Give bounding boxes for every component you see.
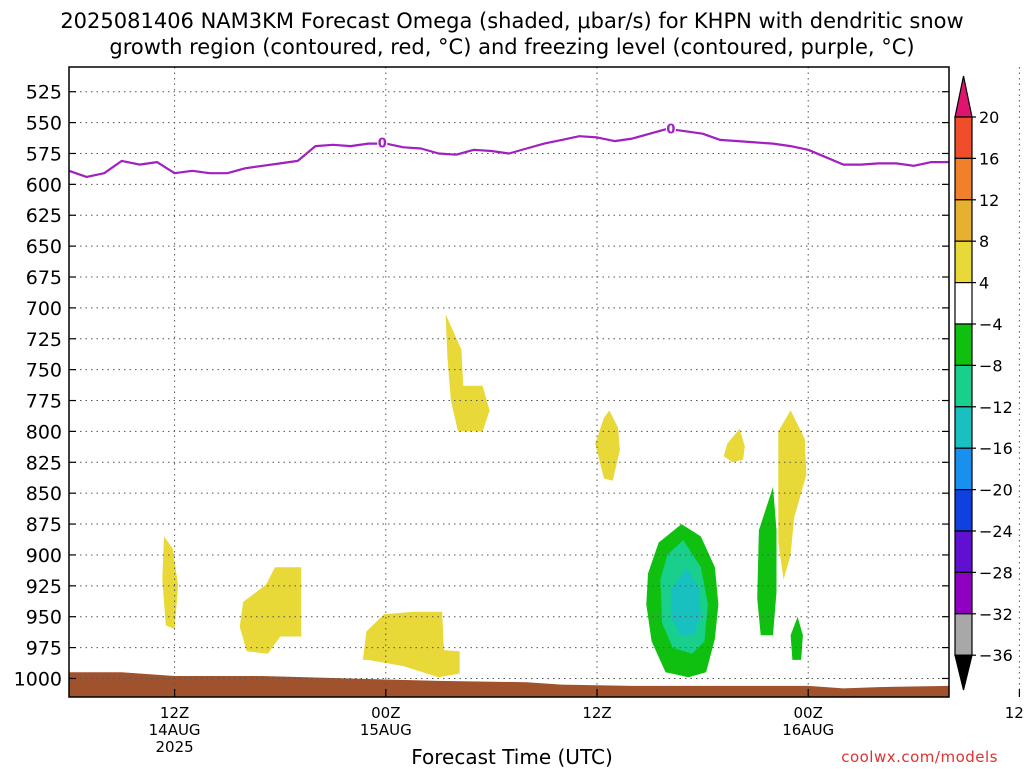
colorbar-label: −20 xyxy=(979,481,1013,500)
colorbar-label: 4 xyxy=(979,274,989,293)
y-tick-label: 675 xyxy=(26,267,62,289)
colorbar-label: −8 xyxy=(979,356,1003,375)
x-tick-label: 00Z xyxy=(794,704,823,722)
chart-title-line-2: growth region (contoured, red, °C) and f… xyxy=(109,35,915,59)
colorbar-bin xyxy=(954,489,973,532)
colorbar-label: −16 xyxy=(979,439,1013,458)
x-tick-label: 16AUG xyxy=(782,721,834,739)
y-tick-label: 625 xyxy=(26,205,62,227)
omega-region xyxy=(723,428,745,463)
plot-frame xyxy=(68,66,950,698)
x-tick-label: 2025 xyxy=(156,738,194,756)
x-axis-title: Forecast Time (UTC) xyxy=(411,745,613,769)
y-tick-label: 850 xyxy=(26,483,62,505)
y-tick-label: 975 xyxy=(26,638,62,660)
y-tick-label: 925 xyxy=(26,576,62,598)
colorbar-bin xyxy=(954,157,973,201)
colorbar-bin xyxy=(954,530,973,574)
colorbar-top-triangle xyxy=(954,75,973,118)
x-axis: 12Z14AUG202500Z15AUG12Z00Z16AUG12Z xyxy=(149,689,1024,756)
colorbar-label: −24 xyxy=(979,522,1013,541)
x-tick-label: 12Z xyxy=(160,704,189,722)
colorbar-label: −32 xyxy=(979,605,1013,624)
x-tick-label: 14AUG xyxy=(149,721,201,739)
colorbar-bottom-triangle xyxy=(954,654,973,691)
colorbar-bin xyxy=(954,199,973,242)
omega-region xyxy=(239,567,302,654)
colorbar-label: −28 xyxy=(979,563,1013,582)
y-tick-label: 800 xyxy=(26,421,62,443)
colorbar-bin xyxy=(954,282,973,325)
colorbar-bin xyxy=(954,613,973,656)
y-tick-label: 750 xyxy=(26,360,62,382)
y-tick-label: 700 xyxy=(26,298,62,320)
site-credit: coolwx.com/models xyxy=(841,748,998,766)
freezing-label-bg xyxy=(665,121,676,136)
x-tick-label: 12Z xyxy=(1005,704,1024,722)
y-tick-label: 725 xyxy=(26,329,62,351)
y-tick-label: 950 xyxy=(26,607,62,629)
freezing-level-label: 0 xyxy=(666,122,675,137)
y-tick-label: 875 xyxy=(26,514,62,536)
y-tick-label: 600 xyxy=(26,174,62,196)
omega-region xyxy=(162,536,179,630)
colorbar: 20 16 12 8 4 −4 −8 −12 −16 −20 −24 −28 −32 −36 xyxy=(954,75,1013,691)
omega-region xyxy=(790,616,803,660)
x-tick-label: 15AUG xyxy=(360,721,412,739)
x-tick-label: 00Z xyxy=(371,704,400,722)
chart-title-line-1: 2025081406 NAM3KM Forecast Omega (shaded… xyxy=(60,9,964,33)
colorbar-label: −12 xyxy=(979,398,1013,417)
colorbar-bin xyxy=(954,116,973,160)
y-tick-label: 525 xyxy=(26,82,62,104)
freezing-level-label: 0 xyxy=(378,137,387,152)
colorbar-label: 16 xyxy=(979,149,999,168)
y-tick-label: 900 xyxy=(26,545,62,567)
y-tick-label: 1000 xyxy=(14,668,62,690)
y-tick-label: 550 xyxy=(26,113,62,135)
y-tick-label: 575 xyxy=(26,143,62,165)
omega-region xyxy=(595,410,620,481)
colorbar-bin xyxy=(954,240,973,284)
freezing-level-layer: 00 xyxy=(69,121,949,178)
omega-region xyxy=(670,567,701,636)
x-tick-label: 12Z xyxy=(582,704,611,722)
omega-region xyxy=(445,314,490,432)
colorbar-label: 12 xyxy=(979,191,999,210)
y-tick-label: 650 xyxy=(26,236,62,258)
y-tick-label: 775 xyxy=(26,391,62,413)
colorbar-bin xyxy=(954,447,973,491)
omega-region xyxy=(757,487,777,636)
colorbar-bin xyxy=(954,571,973,615)
omega-region xyxy=(362,611,460,678)
colorbar-label: 8 xyxy=(979,232,989,251)
colorbar-bin xyxy=(954,406,973,449)
omega-region xyxy=(778,410,807,580)
grid-layer xyxy=(69,67,1020,697)
colorbar-label: 20 xyxy=(979,108,999,127)
freezing-level-line xyxy=(69,127,949,178)
y-tick-label: 825 xyxy=(26,452,62,474)
colorbar-bin xyxy=(954,323,973,367)
colorbar-label: −36 xyxy=(979,646,1013,665)
omega-shading-layer xyxy=(162,314,807,678)
colorbar-label: −4 xyxy=(979,315,1003,334)
y-axis: 525 550 575 600 625 650 675 700 725 750 775 800 825 8… xyxy=(14,82,949,690)
freezing-label-bg xyxy=(377,135,388,150)
colorbar-bin xyxy=(954,364,973,408)
